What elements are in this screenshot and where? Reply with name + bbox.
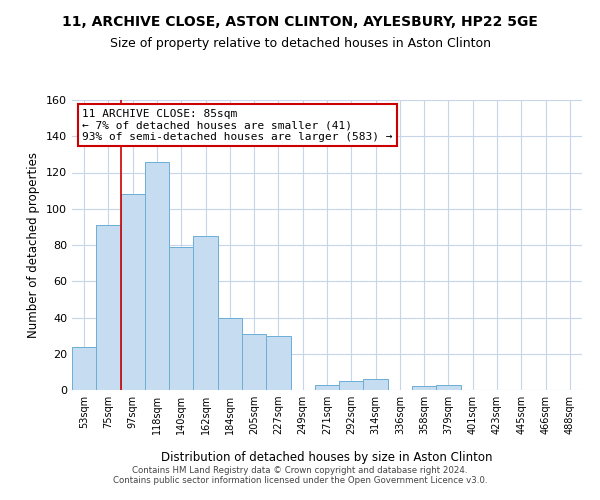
Text: 11, ARCHIVE CLOSE, ASTON CLINTON, AYLESBURY, HP22 5GE: 11, ARCHIVE CLOSE, ASTON CLINTON, AYLESB… [62,15,538,29]
Text: Size of property relative to detached houses in Aston Clinton: Size of property relative to detached ho… [110,38,491,51]
Bar [96,225,121,390]
Text: Contains HM Land Registry data © Crown copyright and database right 2024.
Contai: Contains HM Land Registry data © Crown c… [113,466,487,485]
Bar [339,381,364,390]
Bar [266,336,290,390]
Text: Distribution of detached houses by size in Aston Clinton: Distribution of detached houses by size … [161,451,493,464]
Bar [72,346,96,390]
Bar [121,194,145,390]
Bar [364,379,388,390]
Y-axis label: Number of detached properties: Number of detached properties [28,152,40,338]
Bar [169,247,193,390]
Bar [315,384,339,390]
Bar [218,318,242,390]
Bar [412,386,436,390]
Bar [242,334,266,390]
Bar [193,236,218,390]
Bar [436,384,461,390]
Text: 11 ARCHIVE CLOSE: 85sqm
← 7% of detached houses are smaller (41)
93% of semi-det: 11 ARCHIVE CLOSE: 85sqm ← 7% of detached… [82,108,392,142]
Bar [145,162,169,390]
